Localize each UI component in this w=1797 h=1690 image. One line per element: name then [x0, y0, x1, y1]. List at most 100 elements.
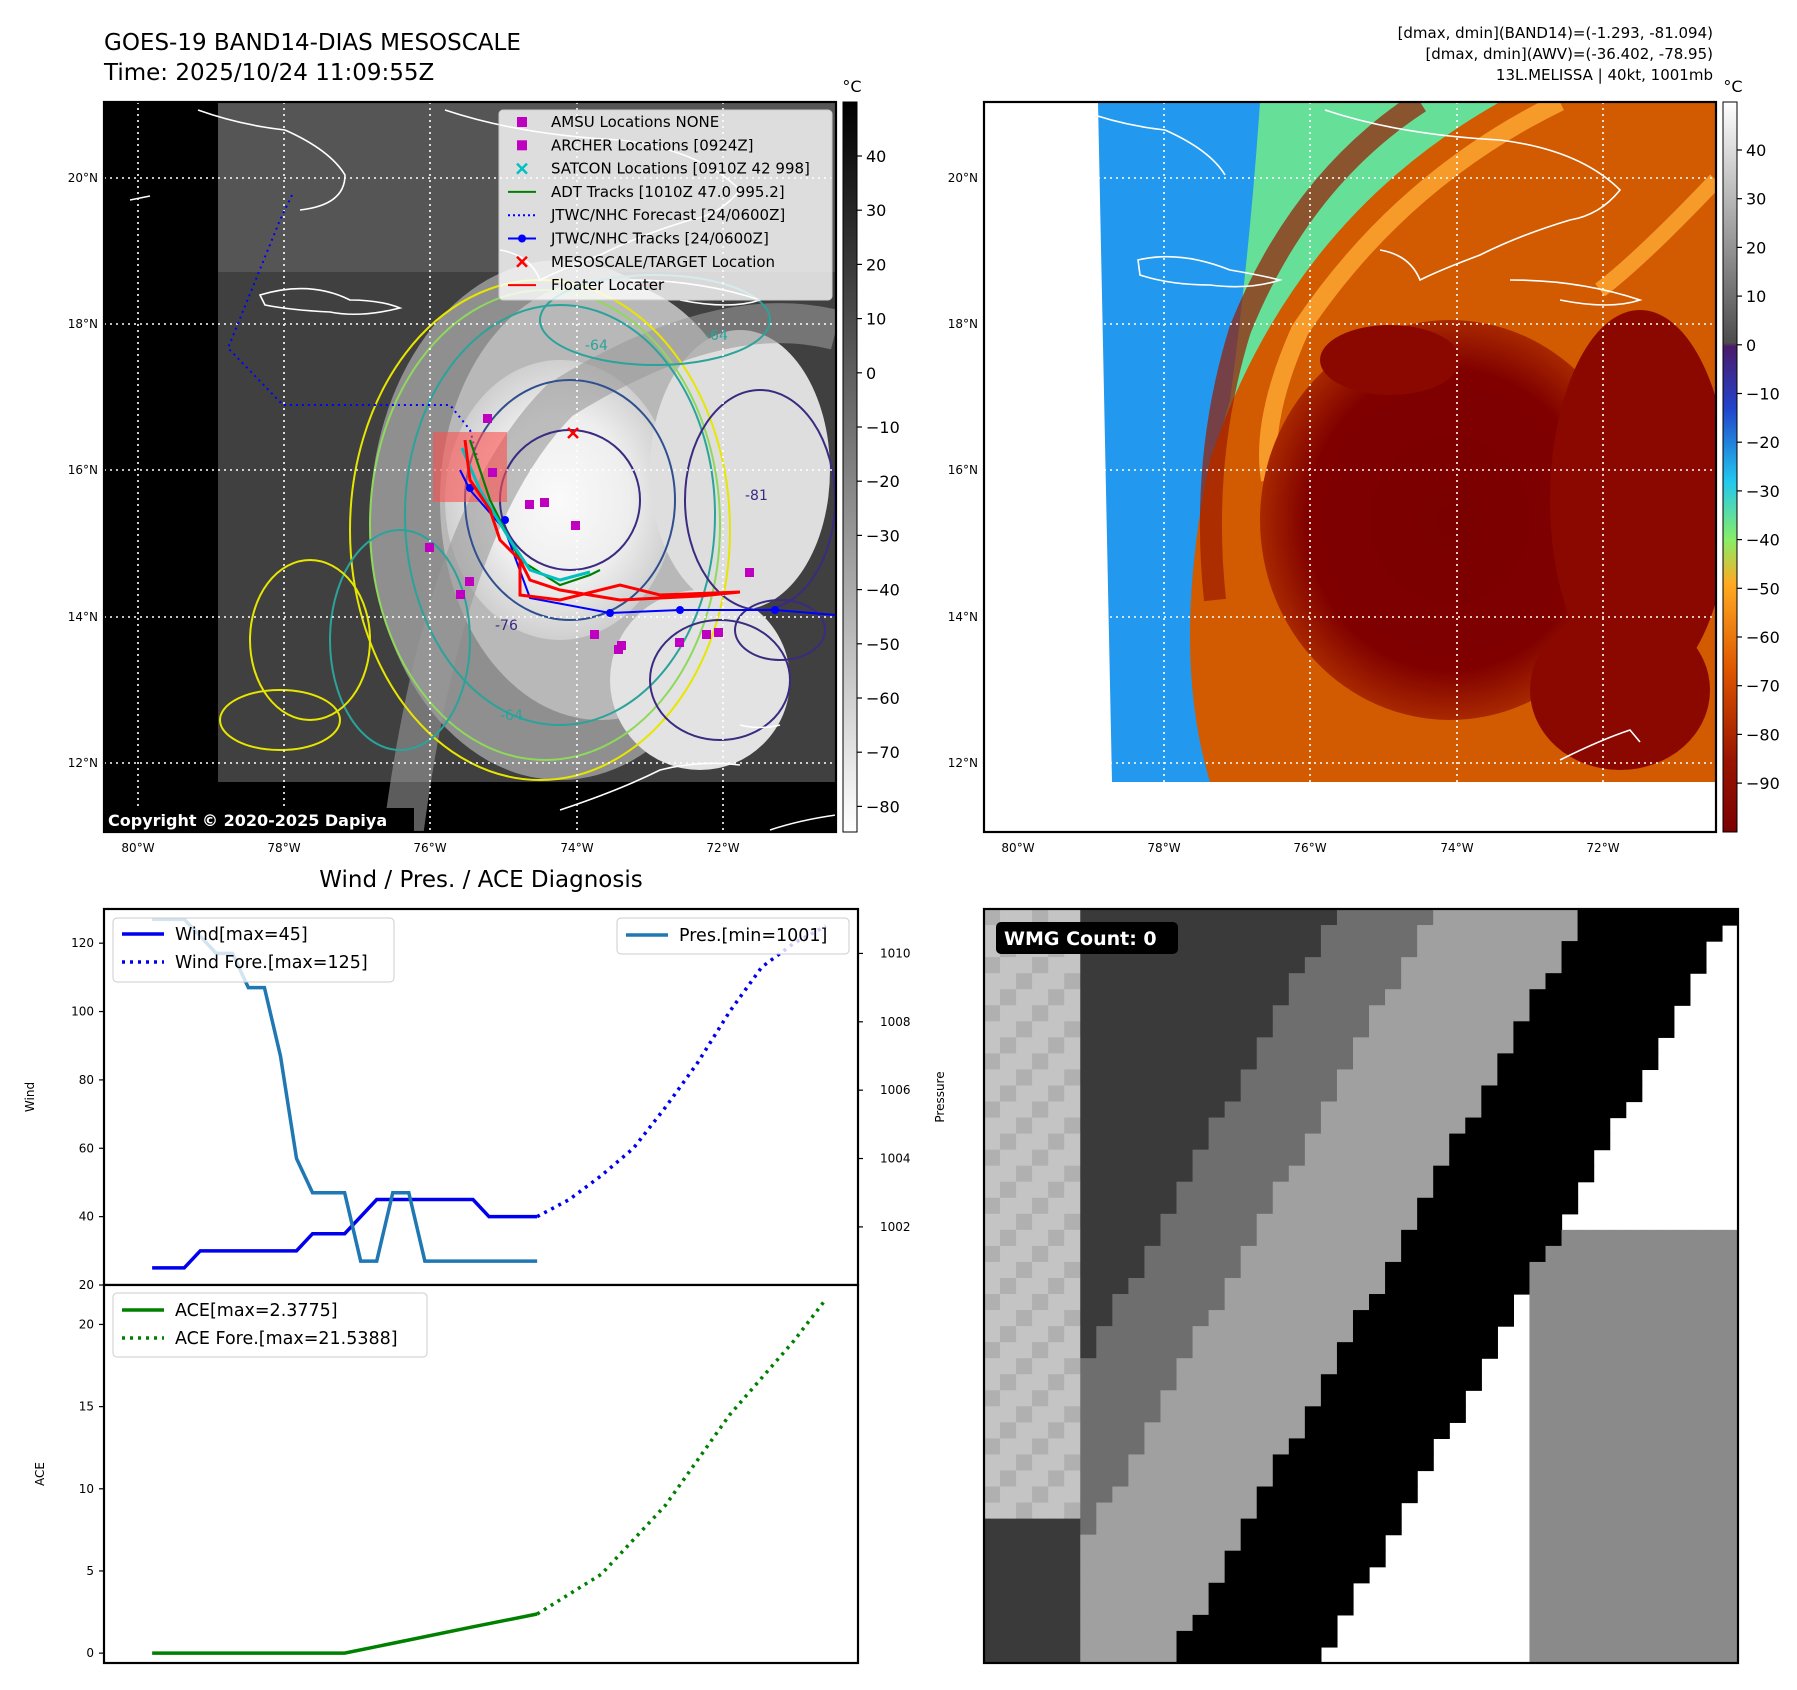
wmg-cell: [1096, 1486, 1113, 1504]
wmg-cell: [1240, 1101, 1258, 1119]
wmg-cell: [1224, 1310, 1242, 1327]
wmg-cell: [1561, 1294, 1579, 1311]
ace-tick-label: 0: [86, 1646, 94, 1660]
wmg-cell: [1625, 957, 1643, 974]
wmg-cell: [1000, 1598, 1017, 1616]
wmg-cell: [1208, 1021, 1226, 1038]
colorbar-tick-label: −50: [1746, 579, 1780, 598]
wmg-cell: [1449, 1085, 1466, 1103]
wmg-cell: [1593, 1021, 1611, 1038]
wmg-cell: [1673, 1518, 1691, 1536]
wmg-cell: [1369, 1422, 1386, 1439]
wmg-cell: [1032, 1181, 1049, 1199]
wmg-cell: [1192, 1598, 1210, 1616]
wmg-cell: [1032, 1117, 1049, 1135]
awv-gridlines: [984, 102, 1716, 832]
wmg-cell: [1224, 1598, 1242, 1616]
wmg-cell: [1721, 1277, 1739, 1295]
wmg-cell: [1176, 1213, 1194, 1231]
wmg-cell: [1417, 973, 1434, 990]
wmg-cell: [1609, 1245, 1627, 1263]
wmg-cell: [1593, 989, 1611, 1006]
wmg-cell: [984, 1390, 1001, 1407]
wmg-cell: [1192, 973, 1210, 990]
wmg-cell: [1048, 1277, 1065, 1295]
wmg-cell: [1064, 973, 1081, 990]
wmg-cell: [1016, 1245, 1033, 1263]
wmg-cell: [1064, 1550, 1081, 1568]
wmg-cell: [1497, 1294, 1514, 1311]
wmg-cell: [1144, 1518, 1162, 1536]
wmg-cell: [1336, 973, 1354, 990]
wmg-cell: [1352, 1165, 1370, 1183]
wmg-cell: [1385, 1374, 1402, 1391]
wmg-cell: [1000, 1261, 1017, 1279]
wmg-cell: [1609, 1358, 1627, 1375]
wmg-cell: [1513, 1005, 1531, 1022]
wmg-cell: [1256, 957, 1274, 974]
wmg-cell: [1657, 941, 1675, 958]
wmg-cell: [1449, 1181, 1466, 1199]
wmg-cell: [1561, 1310, 1579, 1327]
wmg-cell: [1096, 1005, 1113, 1022]
wmg-cell: [1369, 1326, 1386, 1343]
wmg-cell: [1625, 1390, 1643, 1407]
wmg-cell: [1417, 1085, 1434, 1103]
wmg-cell: [1320, 1133, 1338, 1151]
wmg-cell: [1625, 1053, 1643, 1071]
wmg-cell: [1272, 1310, 1290, 1327]
wmg-cell: [1064, 1310, 1081, 1327]
wmg-cell: [1144, 1294, 1162, 1311]
wmg-cell: [1192, 1197, 1210, 1215]
wmg-cell: [1080, 1358, 1097, 1375]
wmg-cell: [1336, 1406, 1354, 1423]
wmg-cell: [1336, 1037, 1354, 1054]
wmg-cell: [1417, 1294, 1434, 1311]
wmg-cell: [1529, 1374, 1547, 1391]
wmg-cell: [1417, 957, 1434, 974]
wmg-cell: [1240, 1422, 1258, 1439]
wmg-cell: [1304, 1245, 1322, 1263]
svg-text:-64: -64: [500, 708, 523, 724]
wmg-cell: [1529, 1245, 1547, 1263]
wmg-cell: [1625, 1486, 1643, 1504]
map-legend-item: MESOSCALE/TARGET Location: [516, 253, 775, 271]
wmg-panel: WMG Count: 0: [982, 907, 1740, 1665]
wmg-cell: [1625, 1326, 1643, 1343]
wmg-cell: [1417, 1454, 1434, 1472]
wmg-cell: [1497, 1245, 1514, 1263]
wmg-cell: [1513, 1021, 1531, 1038]
wmg-cell: [1208, 1342, 1226, 1359]
wmg-cell: [1657, 1229, 1675, 1247]
wmg-cell: [1080, 1181, 1097, 1199]
wmg-cell: [1369, 1486, 1386, 1504]
wmg-cell: [1689, 1358, 1707, 1375]
wmg-cell: [1192, 925, 1210, 942]
wmg-cell: [1657, 973, 1675, 990]
wmg-cell: [1657, 1390, 1675, 1407]
wmg-cell: [1208, 1406, 1226, 1423]
wmg-cell: [1080, 909, 1097, 926]
wmg-cell: [1497, 941, 1514, 958]
wmg-cell: [1016, 1101, 1033, 1119]
wmg-cell: [1673, 1438, 1691, 1456]
wmg-cell: [1048, 1294, 1065, 1311]
wmg-cell: [1160, 1261, 1178, 1279]
wmg-cell: [1080, 1101, 1097, 1119]
wmg-cell: [1625, 1582, 1643, 1600]
wmg-cell: [1529, 1438, 1547, 1456]
wmg-cell: [1352, 1406, 1370, 1423]
wmg-cell: [1048, 1197, 1065, 1215]
wmg-cell: [1160, 1550, 1178, 1568]
wmg-cell: [1256, 1101, 1274, 1119]
wmg-cell: [1705, 1454, 1723, 1472]
wmg-cell: [1288, 1310, 1306, 1327]
wmg-cell: [1016, 1085, 1033, 1103]
wmg-cell: [1288, 1374, 1306, 1391]
wmg-cell: [1080, 1470, 1097, 1488]
wmg-cell: [1401, 1181, 1418, 1199]
wmg-cell: [1272, 1133, 1290, 1151]
wmg-cell: [1192, 1245, 1210, 1263]
wmg-cell: [1593, 1646, 1611, 1664]
wmg-cell: [1465, 973, 1482, 990]
